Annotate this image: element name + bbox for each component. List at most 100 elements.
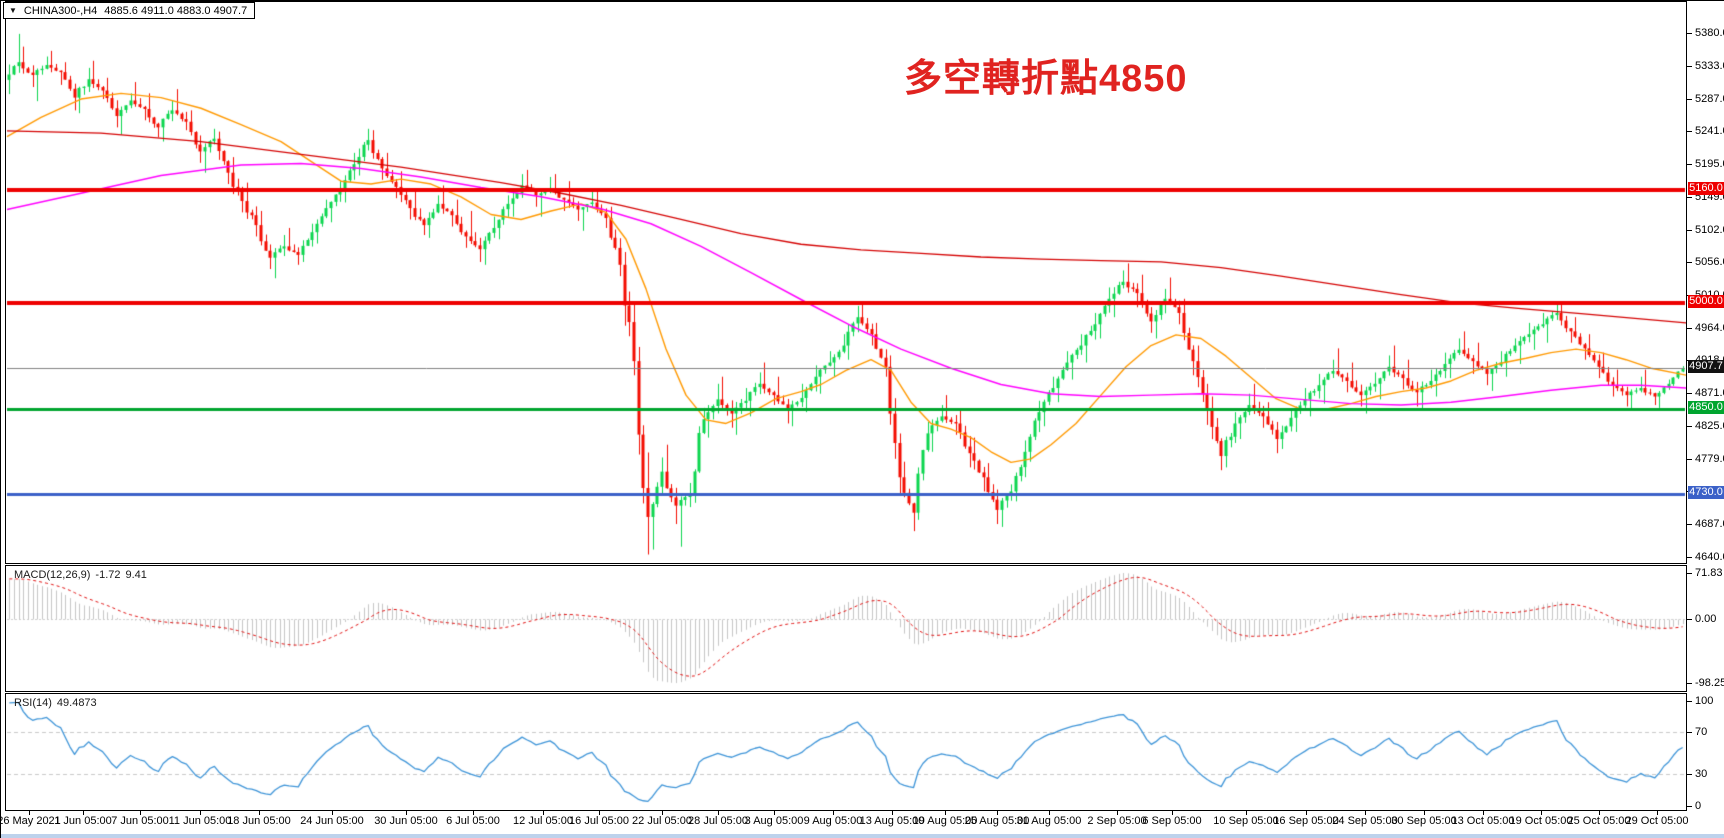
time-axis-tick: [473, 811, 474, 815]
time-axis-tick: [1306, 811, 1307, 815]
symbol-info-box[interactable]: ▼ CHINA300-,H4 4885.6 4911.0 4883.0 4907…: [3, 2, 256, 19]
price-axis-label: 4964.0: [1695, 322, 1724, 334]
time-axis-tick: [406, 811, 407, 815]
time-axis-label: 12 Jul 05:00: [513, 815, 573, 827]
time-axis-label: 28 Jul 05:00: [688, 815, 748, 827]
time-axis-label: 10 Sep 05:00: [1213, 815, 1279, 827]
price-axis-label: 4687.0: [1695, 518, 1724, 530]
time-axis-tick: [1599, 811, 1600, 815]
rsi-axis-label: 0: [1695, 800, 1702, 812]
rsi-label: RSI(14) 49.4873: [14, 697, 97, 709]
time-axis-label: 30 Sep 05:00: [1391, 815, 1457, 827]
time-axis-tick: [1424, 811, 1425, 815]
time-axis-label: 16 Jul 05:00: [569, 815, 629, 827]
time-axis[interactable]: 26 May 2021 1 Jun 05:00 7 Jun 05:00 11 Jun …: [1, 811, 1724, 834]
time-axis-tick: [945, 811, 946, 815]
time-axis-tick: [599, 811, 600, 815]
price-level-badge: 5160.0: [1688, 182, 1724, 195]
time-axis-label: 3 Aug 05:00: [744, 815, 804, 827]
macd-canvas[interactable]: [6, 566, 1686, 691]
price-axis-label: 4871.0: [1695, 387, 1724, 399]
time-axis-label: 13 Aug 05:00: [859, 815, 925, 827]
bottom-edge-strip: [1, 834, 1724, 838]
rsi-axis-label: 30: [1695, 768, 1708, 780]
price-axis-tick: [1687, 33, 1692, 34]
price-axis-label: 5195.0: [1695, 158, 1724, 170]
time-axis-tick: [1246, 811, 1247, 815]
price-axis-tick: [1687, 66, 1692, 67]
time-axis-label: 31 Aug 05:00: [1016, 815, 1082, 827]
time-axis-tick: [774, 811, 775, 815]
time-axis-label: 24 Sep 05:00: [1332, 815, 1398, 827]
time-axis-tick: [1657, 811, 1658, 815]
macd-axis-tick: [1687, 619, 1692, 620]
macd-axis-label: -98.25: [1695, 677, 1724, 689]
chevron-down-icon[interactable]: ▼: [9, 5, 17, 15]
rsi-axis-label: 100: [1695, 695, 1714, 707]
annotation-text: 多空轉折點4850: [904, 58, 1188, 100]
rsi-axis-tick: [1687, 806, 1692, 807]
time-axis-label: 13 Oct 05:00: [1451, 815, 1515, 827]
time-axis-tick: [1541, 811, 1542, 815]
price-axis-tick: [1687, 328, 1692, 329]
time-axis-label: 22 Jul 05:00: [632, 815, 692, 827]
rsi-axis-tick: [1687, 774, 1692, 775]
time-axis-tick: [718, 811, 719, 815]
time-axis-label: 2 Sep 05:00: [1087, 815, 1147, 827]
price-level-badge: 4730.0: [1688, 486, 1724, 499]
time-axis-label: 9 Aug 05:00: [803, 815, 863, 827]
macd-axis-tick: [1687, 573, 1692, 574]
price-axis-label: 5056.0: [1695, 256, 1724, 268]
candlestick-chart-canvas[interactable]: [6, 2, 1686, 563]
price-axis-tick: [1687, 164, 1692, 165]
price-axis-label: 5380.0: [1695, 27, 1724, 39]
time-axis-label: 29 Oct 05:00: [1625, 815, 1689, 827]
macd-indicator-panel[interactable]: MACD(12,26,9) -1.72 9.41: [5, 565, 1687, 692]
time-axis-label: 19 Oct 05:00: [1509, 815, 1573, 827]
price-axis-tick: [1687, 459, 1692, 460]
time-axis-tick: [662, 811, 663, 815]
time-axis-tick: [140, 811, 141, 815]
price-axis-tick: [1687, 197, 1692, 198]
price-level-badge: 4850.0: [1688, 401, 1724, 414]
symbol-period-label: CHINA300-,H4: [23, 4, 98, 17]
price-level-badge: 4907.7: [1688, 360, 1724, 373]
macd-label: MACD(12,26,9) -1.72 9.41: [14, 569, 147, 581]
time-axis-label: 1 Jun 05:00: [54, 815, 112, 827]
time-axis-tick: [83, 811, 84, 815]
price-axis-tick: [1687, 131, 1692, 132]
price-axis[interactable]: 5380.05333.05287.05241.05195.05149.05102…: [1687, 1, 1724, 812]
price-axis-label: 4640.0: [1695, 551, 1724, 563]
time-axis-tick: [997, 811, 998, 815]
rsi-axis-tick: [1687, 701, 1692, 702]
price-chart-panel[interactable]: [5, 1, 1687, 564]
time-axis-label: 26 May 2021: [0, 815, 61, 827]
time-axis-label: 30 Jun 05:00: [374, 815, 438, 827]
time-axis-tick: [332, 811, 333, 815]
time-axis-label: 7 Jun 05:00: [111, 815, 169, 827]
macd-axis-tick: [1687, 683, 1692, 684]
time-axis-label: 25 Aug 05:00: [964, 815, 1030, 827]
price-axis-label: 5333.0: [1695, 60, 1724, 72]
price-axis-tick: [1687, 230, 1692, 231]
price-axis-label: 5102.0: [1695, 224, 1724, 236]
price-axis-label: 4779.0: [1695, 453, 1724, 465]
rsi-canvas[interactable]: [6, 694, 1686, 810]
macd-axis-label: 71.83: [1695, 567, 1723, 579]
time-axis-tick: [1172, 811, 1173, 815]
time-axis-tick: [833, 811, 834, 815]
time-axis-tick: [1365, 811, 1366, 815]
time-axis-label: 16 Sep 05:00: [1273, 815, 1339, 827]
price-level-badge: 5000.0: [1688, 295, 1724, 308]
time-axis-label: 25 Oct 05:00: [1567, 815, 1631, 827]
macd-axis-label: 0.00: [1695, 613, 1717, 625]
price-axis-label: 4825.0: [1695, 420, 1724, 432]
rsi-indicator-panel[interactable]: RSI(14) 49.4873: [5, 693, 1687, 811]
time-axis-tick: [29, 811, 30, 815]
time-axis-tick: [543, 811, 544, 815]
rsi-value: 49.4873: [56, 697, 97, 709]
price-axis-tick: [1687, 99, 1692, 100]
price-axis-tick: [1687, 524, 1692, 525]
time-axis-tick: [892, 811, 893, 815]
